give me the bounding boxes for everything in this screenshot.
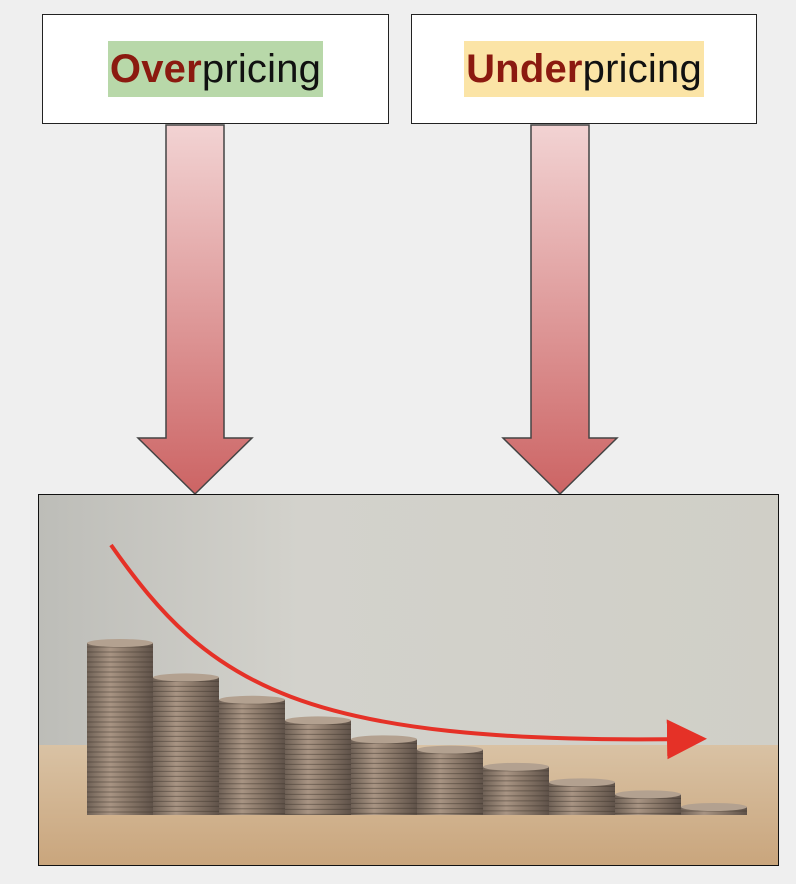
coin-stack xyxy=(153,673,219,815)
underpricing-suffix: pricing xyxy=(582,47,702,91)
overpricing-suffix: pricing xyxy=(201,47,322,91)
coin-stacks-photo xyxy=(38,494,779,866)
coin-stack xyxy=(285,716,351,815)
coin-stacks xyxy=(87,639,747,815)
left-down-arrow xyxy=(136,124,254,496)
falling-trend-arrow xyxy=(109,543,707,760)
underpricing-label-box: Underpricing xyxy=(411,14,757,124)
coin-stack xyxy=(615,790,681,815)
overpricing-emphasis: Over xyxy=(109,47,202,91)
overpricing-label-box: Overpricing xyxy=(42,14,389,124)
overpricing-label: Overpricing xyxy=(107,41,324,97)
coin-stack xyxy=(219,695,285,815)
coin-stack xyxy=(681,803,747,815)
coin-stack xyxy=(87,639,153,815)
underpricing-emphasis: Under xyxy=(466,47,583,91)
right-down-arrow xyxy=(501,124,619,496)
coin-stack xyxy=(417,745,483,815)
coin-stack xyxy=(351,735,417,815)
coin-stack xyxy=(483,762,549,815)
coin-stacks-image xyxy=(39,495,778,865)
coin-stack xyxy=(549,778,615,815)
underpricing-label: Underpricing xyxy=(464,41,704,97)
